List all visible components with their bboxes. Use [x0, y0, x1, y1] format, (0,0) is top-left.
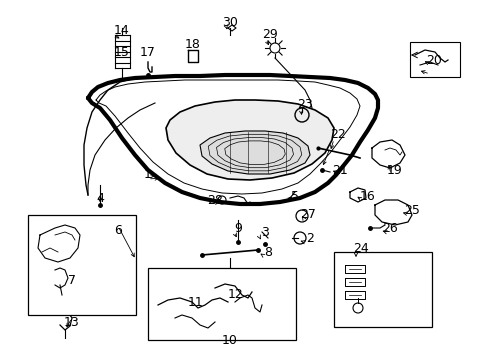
Text: 1: 1	[144, 168, 152, 181]
Polygon shape	[200, 131, 309, 174]
Text: 13: 13	[64, 315, 80, 328]
Text: 25: 25	[403, 203, 419, 216]
Text: 19: 19	[386, 163, 402, 176]
Text: 4: 4	[96, 192, 104, 204]
Text: 11: 11	[188, 297, 203, 310]
Bar	[409, 42, 459, 77]
Text: 15: 15	[114, 46, 130, 59]
Text: 17: 17	[140, 45, 156, 58]
Text: 7: 7	[68, 274, 76, 287]
Bar	[333, 252, 431, 327]
Text: 16: 16	[359, 189, 375, 202]
Text: 20: 20	[425, 54, 441, 67]
Text: 6: 6	[114, 224, 122, 237]
Text: 23: 23	[297, 99, 312, 112]
Text: 24: 24	[352, 242, 368, 255]
Text: 2: 2	[305, 231, 313, 244]
Text: 22: 22	[329, 129, 345, 141]
Polygon shape	[165, 100, 333, 180]
Text: 27: 27	[300, 208, 315, 221]
Text: 14: 14	[114, 23, 130, 36]
Text: 18: 18	[184, 39, 201, 51]
Text: 30: 30	[222, 15, 238, 28]
Text: 8: 8	[264, 246, 271, 258]
Bar	[28, 215, 136, 315]
Text: 5: 5	[290, 189, 298, 202]
Bar	[148, 268, 295, 340]
Text: 12: 12	[228, 288, 244, 302]
Text: 29: 29	[262, 28, 277, 41]
Text: 21: 21	[331, 163, 347, 176]
Text: 3: 3	[261, 225, 268, 238]
Text: 26: 26	[381, 221, 397, 234]
Text: 10: 10	[222, 333, 238, 346]
Text: 28: 28	[206, 194, 223, 207]
Text: 9: 9	[234, 221, 242, 234]
